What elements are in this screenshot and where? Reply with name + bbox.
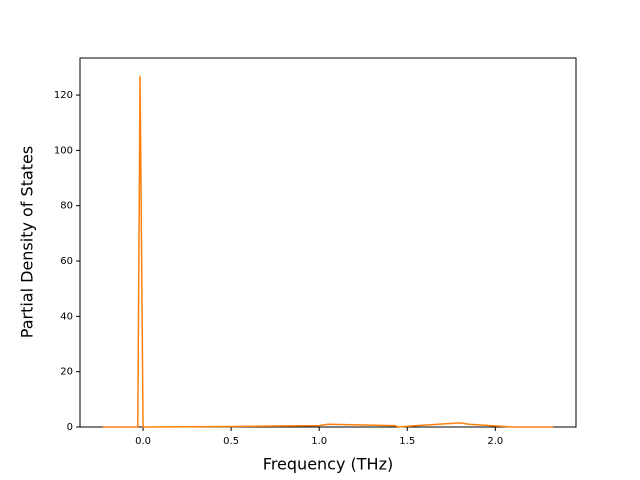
x-tick-label: 1.0 xyxy=(311,436,327,447)
x-tick-label: 0.0 xyxy=(135,436,151,447)
x-tick-label: 1.5 xyxy=(399,436,415,447)
y-tick-label: 60 xyxy=(60,256,73,267)
y-tick-label: 120 xyxy=(54,90,73,101)
y-tick-label: 20 xyxy=(60,367,73,378)
x-tick-label: 2.0 xyxy=(487,436,503,447)
y-tick-label: 80 xyxy=(60,201,73,212)
x-axis-label: Frequency (THz) xyxy=(263,455,393,474)
y-tick-label: 100 xyxy=(54,145,73,156)
y-tick-label: 0 xyxy=(67,422,73,433)
x-tick-label: 0.5 xyxy=(223,436,239,447)
y-tick-label: 40 xyxy=(60,311,73,322)
data-line xyxy=(102,75,554,428)
y-axis-label: Partial Density of States xyxy=(18,146,37,338)
plot-frame xyxy=(79,57,577,428)
